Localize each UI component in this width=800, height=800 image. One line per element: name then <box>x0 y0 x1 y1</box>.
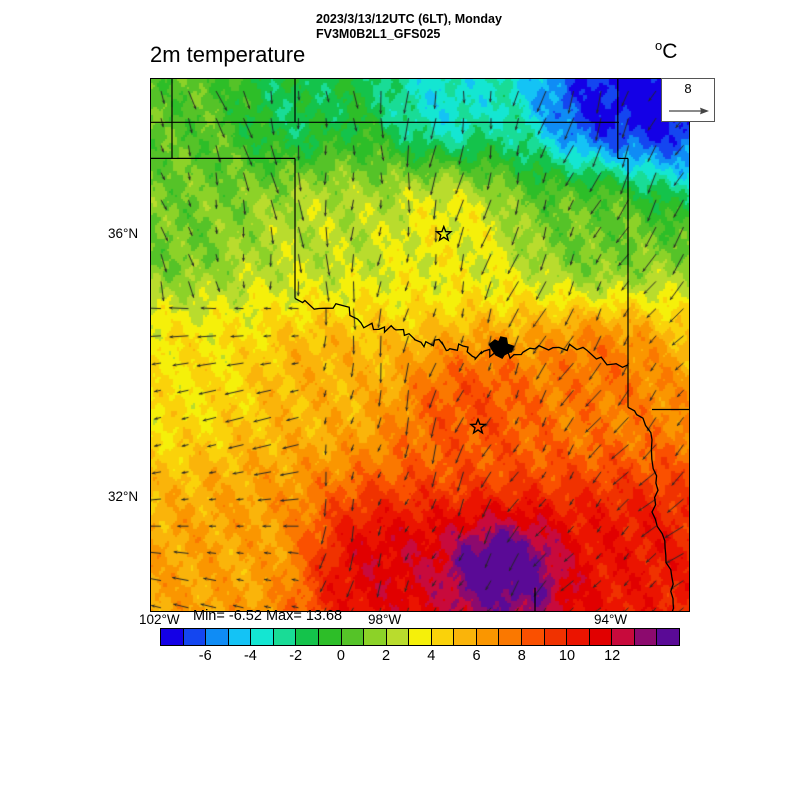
axis-label-lon-102: 102°W <box>139 612 180 627</box>
page-title: 2m temperature <box>150 42 306 67</box>
colorbar-tick: 2 <box>382 648 391 664</box>
colorbar-segment <box>454 629 477 645</box>
colorbar-segment <box>161 629 184 645</box>
colorbar-segment <box>364 629 387 645</box>
axis-label-lat-32: 32°N <box>108 489 139 504</box>
colorbar-segment <box>544 629 568 645</box>
colorbar-segment <box>522 629 545 645</box>
colorbar-segment <box>183 629 207 645</box>
colorbar-segment <box>273 629 297 645</box>
degree-symbol: o <box>655 38 663 53</box>
station-star-north <box>434 224 453 242</box>
axis-label-lat-36: 36°N <box>108 226 139 241</box>
colorbar-segment <box>386 629 410 645</box>
datetime-title: 2023/3/13/12UTC (6LT), Monday <box>316 12 502 26</box>
colorbar-tick-labels: -6 -4 -2 0 2 4 6 8 10 12 <box>160 648 680 668</box>
colorbar-segment <box>499 629 522 645</box>
colorbar <box>160 628 680 646</box>
minmax-statistics: Min= -6.52 Max= 13.68 <box>193 608 343 624</box>
axis-label-lon-94: 94°W <box>594 612 628 627</box>
colorbar-segment <box>431 629 455 645</box>
axis-label-lon-98: 98°W <box>368 612 402 627</box>
title-block: 2023/3/13/12UTC (6LT), Monday FV3M0B2L1_… <box>316 12 676 41</box>
colorbar-segment <box>612 629 635 645</box>
colorbar-segment <box>341 629 365 645</box>
colorbar-tick: 10 <box>558 648 576 664</box>
colorbar-segment <box>251 629 274 645</box>
colorbar-segment <box>409 629 432 645</box>
colorbar-tick: -6 <box>198 648 212 664</box>
map-borders-overlay <box>151 79 689 611</box>
units-text: C <box>662 40 678 63</box>
colorbar-segment <box>296 629 319 645</box>
colorbar-segment <box>657 629 679 645</box>
lake-texoma <box>488 336 515 359</box>
colorbar-segment <box>567 629 590 645</box>
colorbar-tick: -4 <box>243 648 257 664</box>
colorbar-tick: 6 <box>472 648 481 664</box>
wind-reference-legend: 8 <box>661 78 715 122</box>
colorbar-segment <box>318 629 342 645</box>
colorbar-tick: 0 <box>336 648 345 664</box>
colorbar-segment <box>228 629 252 645</box>
colorbar-segment <box>476 629 500 645</box>
colorbar-segment <box>634 629 658 645</box>
colorbar-tick: 4 <box>427 648 436 664</box>
colorbar-tick: -2 <box>289 648 303 664</box>
units-label: oC <box>655 38 677 64</box>
colorbar-tick: 8 <box>517 648 526 664</box>
colorbar-segment <box>206 629 229 645</box>
state-border <box>294 297 629 369</box>
state-border <box>627 406 675 611</box>
map-plot-area[interactable] <box>150 78 690 612</box>
station-star-south <box>469 417 487 435</box>
wind-reference-value: 8 <box>684 81 692 96</box>
wind-reference-arrow-icon <box>669 107 709 115</box>
wind-vector-overlay <box>151 79 689 611</box>
model-title: FV3M0B2L1_GFS025 <box>316 26 441 41</box>
colorbar-segment <box>589 629 613 645</box>
colorbar-tick: 12 <box>604 648 621 664</box>
